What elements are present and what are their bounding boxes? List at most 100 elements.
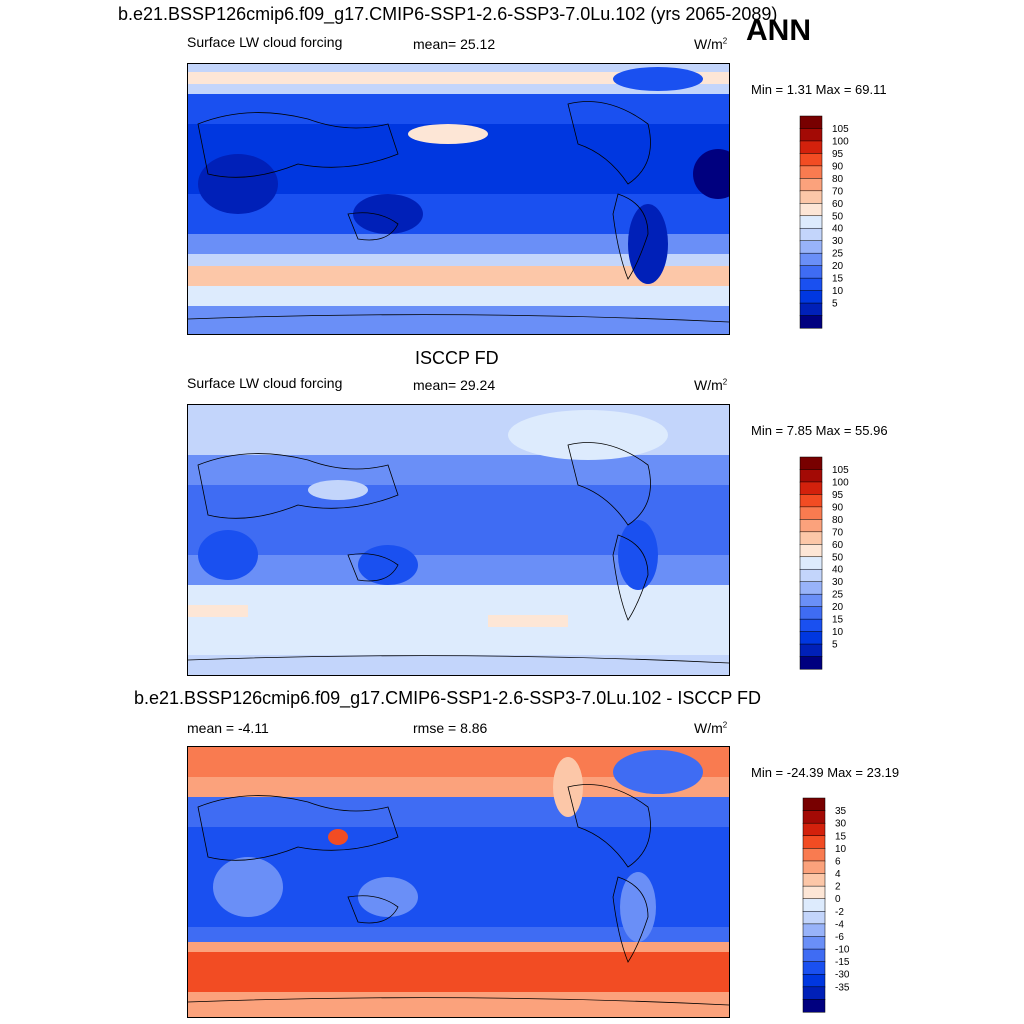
panel3-colorbar-swatch [802, 961, 826, 975]
panel1-units: W/m2 [694, 36, 728, 52]
panel1-colorbar-tick-label: 30 [832, 236, 844, 247]
panel3-colorbar-swatch [802, 797, 826, 812]
panel1-colorbar-tick-label: 80 [832, 174, 844, 185]
panel2-map [187, 404, 730, 676]
panel1-variable-label: Surface LW cloud forcing [187, 34, 343, 50]
panel2-colorbar-swatch [799, 568, 823, 583]
panel3-colorbar-tick-label: 35 [835, 806, 847, 817]
panel3-colorbar-tick-label: 10 [835, 844, 847, 855]
panel3-colorbar-swatch [802, 898, 826, 912]
panel3-colorbar-swatch [802, 873, 826, 887]
panel2-colorbar-swatch [799, 606, 823, 620]
season-annotation: ANN [746, 14, 811, 47]
panel3-colorbar-tick-label: -15 [835, 957, 850, 968]
panel3-colorbar-tick-label: 2 [835, 882, 841, 893]
panel3-colorbar-swatch [802, 835, 826, 849]
panel1-colorbar-tick-label: 95 [832, 149, 844, 160]
panel1-colorbar-swatch [799, 290, 823, 304]
panel1-minmax: Min = 1.31 Max = 69.11 [751, 82, 887, 97]
panel1-colorbar-swatch [799, 240, 823, 254]
panel1-colorbar-tick-label: 60 [832, 199, 844, 210]
panel3-colorbar-swatch [802, 911, 826, 925]
panel2-colorbar-swatch [799, 556, 823, 570]
panel1-colorbar-tick-label: 40 [832, 224, 844, 235]
panel3-colorbar-tick-label: -10 [835, 945, 850, 956]
panel3-colorbar-swatch [802, 986, 826, 1000]
panel2-units: W/m2 [694, 377, 728, 393]
panel1-colorbar-swatch [799, 265, 823, 279]
panel2-map-icon [188, 405, 729, 675]
panel1-colorbar: 105 100 95 90 80 70 60 50 40 30 25 20 15 10 5 [799, 115, 860, 329]
panel1-colorbar-tick-label: 100 [832, 136, 849, 147]
panel2-colorbar-tick-label: 100 [832, 477, 849, 488]
panel1-map [187, 63, 730, 335]
panel3-colorbar-swatch [802, 923, 826, 938]
panel3-colorbar-tick-label: -35 [835, 982, 850, 993]
panel2-colorbar-tick-label: 15 [832, 615, 844, 626]
panel2-colorbar-swatch [799, 506, 823, 520]
panel2-variable-label: Surface LW cloud forcing [187, 375, 343, 391]
panel3-colorbar-tick-label: 6 [835, 856, 841, 867]
panel2-colorbar-tick-label: 105 [832, 465, 849, 476]
panel3-colorbar-tick-label: -2 [835, 907, 844, 918]
panel3-colorbar-swatch [802, 810, 826, 824]
panel1-colorbar-tick-label: 70 [832, 186, 844, 197]
panel1-colorbar-swatch [799, 227, 823, 242]
panel1-colorbar-tick-label: 20 [832, 261, 844, 272]
panel3-minmax: Min = -24.39 Max = 23.19 [751, 765, 900, 780]
panel3-colorbar-tick-label: -30 [835, 970, 850, 981]
panel3-colorbar-swatch [802, 860, 826, 875]
panel3-colorbar-tick-label: 0 [835, 894, 841, 905]
panel2-colorbar-swatch [799, 643, 823, 658]
panel1-colorbar-tick-label: 10 [832, 286, 844, 297]
panel3-map-icon [188, 747, 729, 1017]
panel2-colorbar-swatch [799, 531, 823, 545]
panel1-colorbar-tick-label: 25 [832, 249, 844, 260]
panel1-colorbar-tick-label: 5 [832, 299, 838, 310]
panel2-mean-label: mean= 29.24 [413, 377, 496, 393]
panel2-colorbar-swatch [799, 544, 823, 558]
panel2-minmax: Min = 7.85 Max = 55.96 [751, 423, 888, 438]
panel2-colorbar-tick-label: 40 [832, 565, 844, 576]
panel1-colorbar-swatch [799, 302, 823, 317]
panel2-colorbar-swatch [799, 618, 823, 633]
panel1-colorbar-swatch [799, 140, 823, 154]
panel2-colorbar-tick-label: 80 [832, 515, 844, 526]
panel3-colorbar: 35 30 15 10 6 4 2 0 -2 -4 -6 -10 -15 -30 -35 [802, 797, 863, 1013]
panel2-colorbar-swatch [799, 656, 823, 670]
panel3-units: W/m2 [694, 720, 728, 736]
panel2-colorbar-tick-label: 70 [832, 527, 844, 538]
panel1-mean-label: mean= 25.12 [413, 36, 496, 52]
panel2-colorbar-tick-label: 5 [832, 640, 838, 651]
panel2-colorbar-tick-label: 30 [832, 577, 844, 588]
panel3-colorbar-tick-label: -4 [835, 919, 844, 930]
panel2-colorbar-tick-label: 50 [832, 552, 844, 563]
panel1-colorbar-swatch [799, 115, 823, 130]
panel2-colorbar-tick-label: 60 [832, 540, 844, 551]
panel1-colorbar-tick-label: 15 [832, 274, 844, 285]
panel3-colorbar-swatch [802, 848, 826, 862]
panel3-colorbar-tick-label: 15 [835, 831, 847, 842]
panel1-colorbar-swatch [799, 203, 823, 217]
panel1-title: b.e21.BSSP126cmip6.f09_g17.CMIP6-SSP1-2.… [118, 4, 778, 24]
panel2-colorbar-swatch [799, 519, 823, 533]
panel1-colorbar-swatch [799, 128, 823, 142]
panel3-colorbar-swatch [802, 822, 826, 837]
panel1-colorbar-swatch [799, 178, 823, 192]
panel1-colorbar-swatch [799, 153, 823, 167]
panel3-map [187, 746, 730, 1018]
panel2-colorbar-tick-label: 20 [832, 602, 844, 613]
panel2-colorbar-tick-label: 95 [832, 490, 844, 501]
panel3-colorbar-swatch [802, 936, 826, 950]
panel3-colorbar-swatch [802, 948, 826, 963]
panel2-colorbar-swatch [799, 469, 823, 483]
panel2-colorbar-tick-label: 90 [832, 502, 844, 513]
panel1-colorbar-tick-label: 105 [832, 124, 849, 135]
panel3-rmse-label: rmse = 8.86 [413, 720, 488, 736]
panel2-colorbar-swatch [799, 581, 823, 595]
panel3-colorbar-tick-label: -6 [835, 932, 844, 943]
panel3-colorbar-swatch [802, 999, 826, 1013]
panel1-colorbar-swatch [799, 277, 823, 292]
panel3-title: b.e21.BSSP126cmip6.f09_g17.CMIP6-SSP1-2.… [134, 688, 762, 708]
panel1-colorbar-swatch [799, 190, 823, 204]
